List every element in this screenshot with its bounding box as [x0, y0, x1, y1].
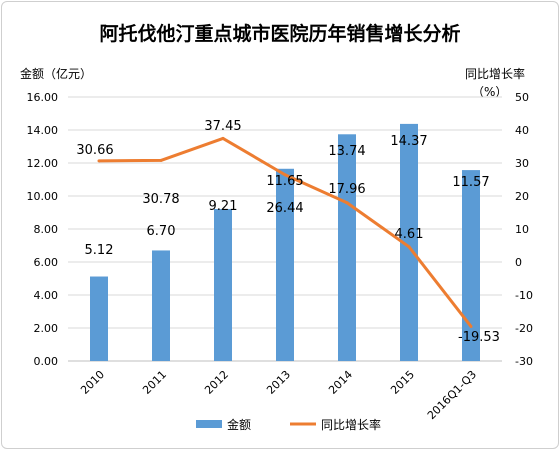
category-label: 2015	[388, 368, 417, 397]
right-tick-label: 20	[515, 190, 529, 203]
legend-bar-swatch	[196, 420, 222, 428]
left-tick-label: 10.00	[27, 190, 59, 203]
bar-value-label: 6.70	[147, 224, 176, 239]
left-tick-label: 4.00	[34, 289, 59, 302]
line-point	[407, 245, 411, 249]
line-value-label: 26.44	[266, 201, 303, 216]
bar	[338, 134, 356, 361]
bar-value-label: 5.12	[85, 243, 114, 258]
chart-title: 阿托伐他汀重点城市医院历年销售增长分析	[99, 22, 460, 45]
category-label: 2014	[326, 368, 355, 397]
line-point	[97, 159, 101, 163]
right-tick-label: 10	[515, 223, 529, 236]
line-value-label: 4.61	[395, 227, 424, 242]
bar-value-label: 11.65	[266, 174, 303, 189]
left-tick-label: 0.00	[34, 355, 59, 368]
right-tick-label: 0	[515, 256, 522, 269]
left-tick-label: 6.00	[34, 256, 59, 269]
bar	[90, 276, 108, 361]
bar	[276, 168, 294, 361]
category-label: 2010	[78, 368, 107, 397]
line-value-label: 30.78	[142, 192, 179, 207]
right-tick-label: 50	[515, 91, 529, 104]
left-tick-label: 2.00	[34, 322, 59, 335]
left-tick-label: 16.00	[27, 91, 59, 104]
right-tick-label: -10	[515, 289, 533, 302]
line-value-label: 17.96	[328, 182, 365, 197]
bar-series	[90, 123, 480, 362]
right-tick-label: 30	[515, 157, 529, 170]
data-labels: 5.12 6.70 9.21 11.65 13.74 14.37 11.57 30.66 30.…	[76, 119, 500, 345]
line-point	[221, 136, 225, 140]
left-tick-label: 14.00	[27, 124, 59, 137]
left-tick-label: 12.00	[27, 157, 59, 170]
category-label: 2016Q1-Q3	[425, 368, 479, 422]
right-tick-label: -30	[515, 355, 533, 368]
right-axis-label: 同比增长率	[465, 66, 525, 81]
right-tick-label: -20	[515, 322, 533, 335]
bar	[400, 123, 418, 362]
line-point	[159, 158, 163, 162]
bar-value-label: 14.37	[390, 134, 427, 149]
left-axis-label: 金额（亿元）	[20, 66, 92, 81]
legend: 金额 同比增长率	[196, 417, 381, 432]
line-value-label: -19.53	[458, 330, 500, 345]
bar	[152, 250, 170, 361]
line-series	[97, 136, 473, 328]
left-tick-label: 8.00	[34, 223, 59, 236]
category-label: 2012	[202, 368, 231, 397]
line-point	[469, 324, 473, 328]
right-tick-label: 40	[515, 124, 529, 137]
line-value-label: 37.45	[204, 119, 241, 134]
legend-bar-label: 金额	[227, 417, 251, 432]
legend-line-label: 同比增长率	[321, 417, 381, 432]
bar	[214, 209, 232, 361]
bar-value-label: 9.21	[209, 199, 238, 214]
line-point	[283, 173, 287, 177]
category-label: 2011	[140, 368, 169, 397]
bar-value-label: 13.74	[328, 144, 365, 159]
line-value-label: 30.66	[76, 143, 113, 158]
line-point	[345, 201, 349, 205]
bar-value-label: 11.57	[452, 175, 489, 190]
category-label: 2013	[264, 368, 293, 397]
bar	[462, 170, 480, 361]
right-axis-unit: （%）	[472, 85, 507, 99]
